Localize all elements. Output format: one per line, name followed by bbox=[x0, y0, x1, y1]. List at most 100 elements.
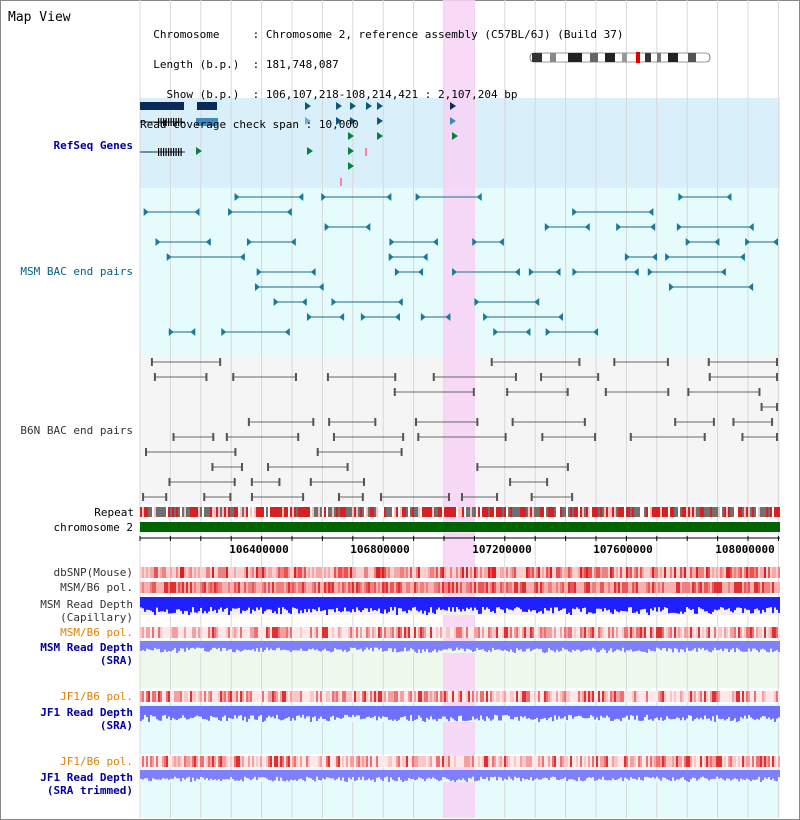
bac-end-marker bbox=[145, 448, 148, 456]
dbsnp-cell bbox=[616, 567, 618, 578]
dbsnp-cell bbox=[274, 567, 276, 578]
depth-bar bbox=[444, 770, 446, 778]
bac-end-marker bbox=[339, 313, 345, 321]
bac-end-marker bbox=[397, 298, 403, 306]
pol-cell bbox=[196, 627, 198, 638]
depth-bar bbox=[564, 597, 566, 609]
depth-bar bbox=[716, 641, 718, 651]
depth-bar bbox=[324, 597, 326, 611]
depth-bar bbox=[570, 597, 572, 615]
depth-bar bbox=[524, 641, 526, 652]
pol-cell bbox=[736, 582, 738, 593]
dbsnp-cell bbox=[734, 567, 736, 578]
pol-cell bbox=[454, 756, 456, 767]
msm-bac-label[interactable]: MSM BAC end pairs bbox=[20, 265, 133, 278]
dbsnp-cell bbox=[428, 567, 430, 578]
depth-bar bbox=[772, 597, 774, 614]
depth-bar bbox=[322, 770, 324, 779]
pol-cell bbox=[306, 756, 308, 767]
pol-cell bbox=[416, 691, 418, 702]
exon-mark bbox=[180, 148, 182, 156]
depth-bar bbox=[540, 641, 542, 649]
pol-cell bbox=[296, 627, 298, 638]
pol-cell bbox=[556, 756, 558, 767]
depth-bar bbox=[490, 641, 492, 652]
bac-end-marker bbox=[712, 418, 715, 426]
depth-bar bbox=[512, 770, 514, 781]
pol-cell bbox=[756, 627, 758, 638]
depth-bar bbox=[354, 597, 356, 612]
depth-bar bbox=[386, 597, 388, 614]
depth-bar bbox=[634, 641, 636, 652]
pol-cell bbox=[170, 691, 172, 702]
pol-cell bbox=[584, 691, 586, 702]
pol-cell bbox=[154, 691, 156, 702]
pol-cell bbox=[568, 582, 570, 593]
pol-cell bbox=[660, 756, 662, 767]
depth-bar bbox=[164, 706, 166, 716]
pol-cell bbox=[480, 691, 482, 702]
depth-bar bbox=[276, 597, 278, 614]
depth-bar bbox=[274, 641, 276, 651]
pol-cell bbox=[172, 582, 174, 593]
pol-cell bbox=[456, 756, 458, 767]
depth-bar bbox=[488, 597, 490, 609]
pol-cell bbox=[662, 756, 664, 767]
chromosome-ideogram[interactable] bbox=[529, 52, 711, 63]
bac-end-marker bbox=[310, 268, 316, 276]
depth-bar bbox=[222, 641, 224, 649]
pol-cell bbox=[266, 756, 268, 767]
pol-cell bbox=[324, 756, 326, 767]
pol-cell bbox=[626, 756, 628, 767]
pol-cell bbox=[578, 582, 580, 593]
pol-cell bbox=[328, 582, 330, 593]
depth-bar bbox=[626, 597, 628, 612]
pol-cell bbox=[382, 756, 384, 767]
pol-cell bbox=[452, 691, 454, 702]
bac-end-marker bbox=[414, 418, 417, 426]
depth-bar bbox=[548, 641, 550, 649]
pol-cell bbox=[282, 756, 284, 767]
pol-cell bbox=[426, 582, 428, 593]
pol-cell bbox=[218, 691, 220, 702]
pol-cell bbox=[702, 582, 704, 593]
pol-cell bbox=[714, 691, 716, 702]
pol-cell bbox=[184, 627, 186, 638]
depth-bar bbox=[526, 641, 528, 649]
dbsnp-cell bbox=[638, 567, 640, 578]
depth-bar bbox=[302, 597, 304, 613]
bac-end-marker bbox=[707, 358, 710, 366]
depth-bar bbox=[484, 641, 486, 652]
pol-cell bbox=[356, 691, 358, 702]
dbsnp-cell bbox=[350, 567, 352, 578]
dbsnp-cell bbox=[384, 567, 386, 578]
refseq-label[interactable]: RefSeq Genes bbox=[53, 139, 133, 152]
b6n-bac-label[interactable]: B6N BAC end pairs bbox=[20, 424, 133, 437]
pol-cell bbox=[312, 582, 314, 593]
dbsnp-cell bbox=[146, 567, 148, 578]
pol-cell bbox=[598, 756, 600, 767]
depth-bar bbox=[606, 706, 608, 716]
depth-bar bbox=[158, 641, 160, 649]
depth-bar bbox=[596, 641, 598, 653]
bac-end-marker bbox=[703, 433, 706, 441]
dbsnp-cell bbox=[472, 567, 474, 578]
pol-cell bbox=[470, 756, 472, 767]
depth-bar bbox=[140, 641, 142, 651]
pol-cell bbox=[348, 756, 350, 767]
depth-bar bbox=[202, 597, 204, 614]
pol-cell bbox=[638, 582, 640, 593]
pol-cell bbox=[464, 756, 466, 767]
depth-bar bbox=[610, 706, 612, 721]
pol-cell bbox=[296, 582, 298, 593]
pol-cell bbox=[172, 756, 174, 767]
dbsnp-cell bbox=[192, 567, 194, 578]
pol-cell bbox=[168, 627, 170, 638]
depth-bar bbox=[340, 641, 342, 650]
depth-bar bbox=[474, 706, 476, 720]
depth-bar bbox=[316, 706, 318, 721]
depth-bar bbox=[244, 770, 246, 777]
depth-bar bbox=[764, 770, 766, 778]
pol-cell bbox=[394, 691, 396, 702]
